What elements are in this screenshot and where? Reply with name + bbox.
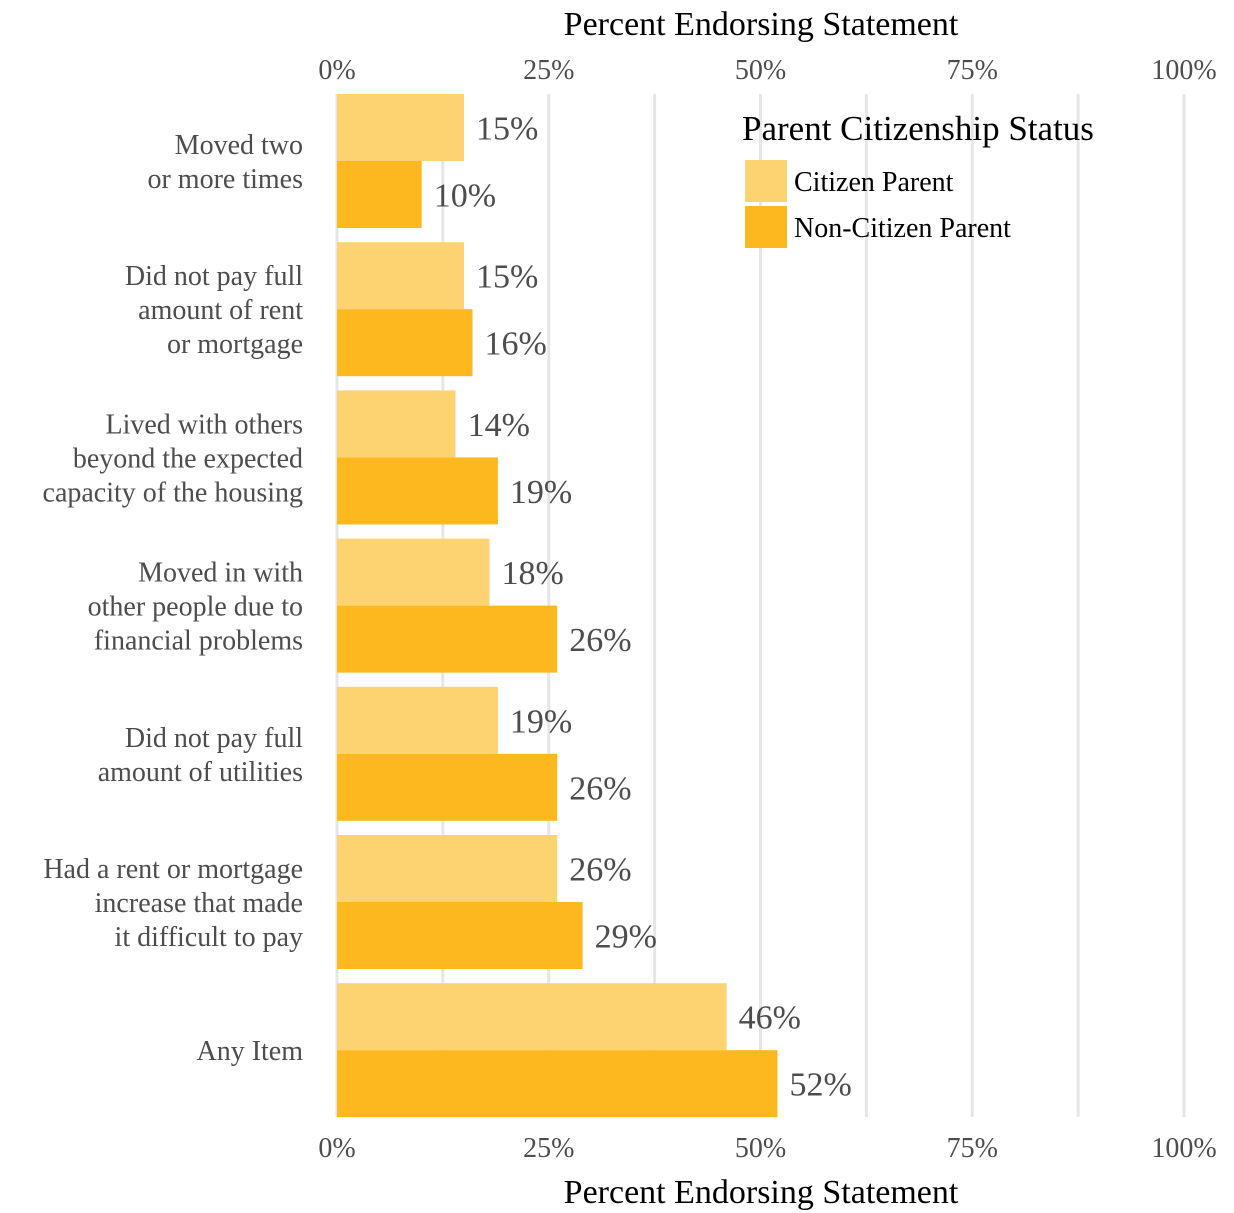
bar-non-citizen-parent (337, 605, 558, 673)
legend-label-citizen-parent: Citizen Parent (794, 167, 954, 198)
data-label: 18% (501, 555, 563, 592)
data-label: 26% (569, 770, 631, 807)
category-label-line: Did not pay full (125, 723, 303, 754)
category-label-line: beyond the expected (73, 443, 303, 474)
x-tick-label-top: 0% (318, 55, 355, 86)
x-tick-label-top: 25% (523, 55, 574, 86)
bar-citizen-parent (337, 538, 490, 606)
x-tick-label-bottom: 50% (735, 1133, 786, 1164)
category-label: Moved two or more times (147, 130, 303, 195)
category-label: Lived with others beyond the expected capa… (43, 409, 303, 508)
bar-citizen-parent (337, 242, 465, 310)
x-tick-label-top: 100% (1151, 55, 1216, 86)
legend-swatch-citizen-parent (745, 160, 787, 202)
data-label: 52% (789, 1067, 851, 1104)
legend-swatch-non-citizen-parent (745, 206, 787, 248)
category-label-line: increase that made (95, 888, 303, 919)
legend-label-non-citizen-parent: Non-Citizen Parent (794, 213, 1011, 244)
data-label: 15% (476, 111, 538, 148)
x-tick-label-bottom: 25% (523, 1133, 574, 1164)
bar-citizen-parent (337, 686, 498, 754)
x-axis-title-top: Percent Endorsing Statement (564, 6, 959, 43)
bar-non-citizen-parent (337, 753, 558, 821)
category-label: Any Item (196, 1036, 303, 1067)
bar-non-citizen-parent (337, 1050, 778, 1118)
data-label: 15% (476, 259, 538, 296)
category-label: Did not pay full amount of rent or mortgag… (125, 261, 303, 360)
labels-layer: 0%0%25%25%50%50%75%75%100%100%Moved two o… (43, 55, 1217, 1164)
category-label-line: amount of rent (138, 295, 303, 326)
x-tick-label-top: 75% (947, 55, 998, 86)
category-label-line: or more times (147, 164, 303, 195)
data-label: 46% (739, 1000, 801, 1037)
legend-title: Parent Citizenship Status (742, 109, 1094, 148)
category-label-line: capacity of the housing (43, 477, 303, 508)
category-label-line: Lived with others (105, 409, 303, 440)
x-axis-title-bottom: Percent Endorsing Statement (564, 1174, 959, 1211)
category-label: Had a rent or mortgage increase that made… (43, 854, 303, 953)
bar-non-citizen-parent (337, 902, 583, 969)
data-label: 29% (595, 919, 657, 956)
category-label-line: Did not pay full (125, 261, 303, 292)
category-label: Did not pay full amount of utilities (98, 723, 304, 788)
data-label: 10% (434, 178, 496, 215)
category-label-line: Had a rent or mortgage (43, 854, 303, 885)
data-label: 19% (510, 703, 572, 740)
bar-non-citizen-parent (337, 309, 473, 377)
data-label: 26% (569, 622, 631, 659)
x-tick-label-top: 50% (735, 55, 786, 86)
bar-citizen-parent (337, 983, 727, 1051)
x-tick-label-bottom: 100% (1151, 1133, 1216, 1164)
category-label-line: it difficult to pay (115, 922, 303, 953)
category-label-line: Any Item (196, 1036, 303, 1067)
category-label-line: other people due to (88, 592, 303, 623)
data-label: 19% (510, 474, 572, 511)
x-tick-label-bottom: 0% (318, 1133, 355, 1164)
bar-citizen-parent (337, 390, 456, 458)
category-label-line: Moved two (175, 130, 303, 161)
data-label: 26% (569, 852, 631, 889)
legend: Parent Citizenship Status Citizen Parent… (742, 109, 1094, 248)
bar-citizen-parent (337, 94, 465, 161)
bar-citizen-parent (337, 835, 558, 902)
category-label-line: or mortgage (167, 329, 303, 360)
data-label: 16% (485, 326, 547, 363)
category-label-line: amount of utilities (98, 757, 303, 788)
x-tick-label-bottom: 75% (947, 1133, 998, 1164)
bars-layer (337, 94, 778, 1118)
category-label-line: financial problems (94, 626, 303, 657)
category-label-line: Moved in with (138, 558, 303, 589)
data-label: 14% (468, 407, 530, 444)
bar-non-citizen-parent (337, 457, 498, 525)
category-label: Moved in with other people due to financia… (88, 558, 303, 657)
bar-non-citizen-parent (337, 161, 422, 228)
